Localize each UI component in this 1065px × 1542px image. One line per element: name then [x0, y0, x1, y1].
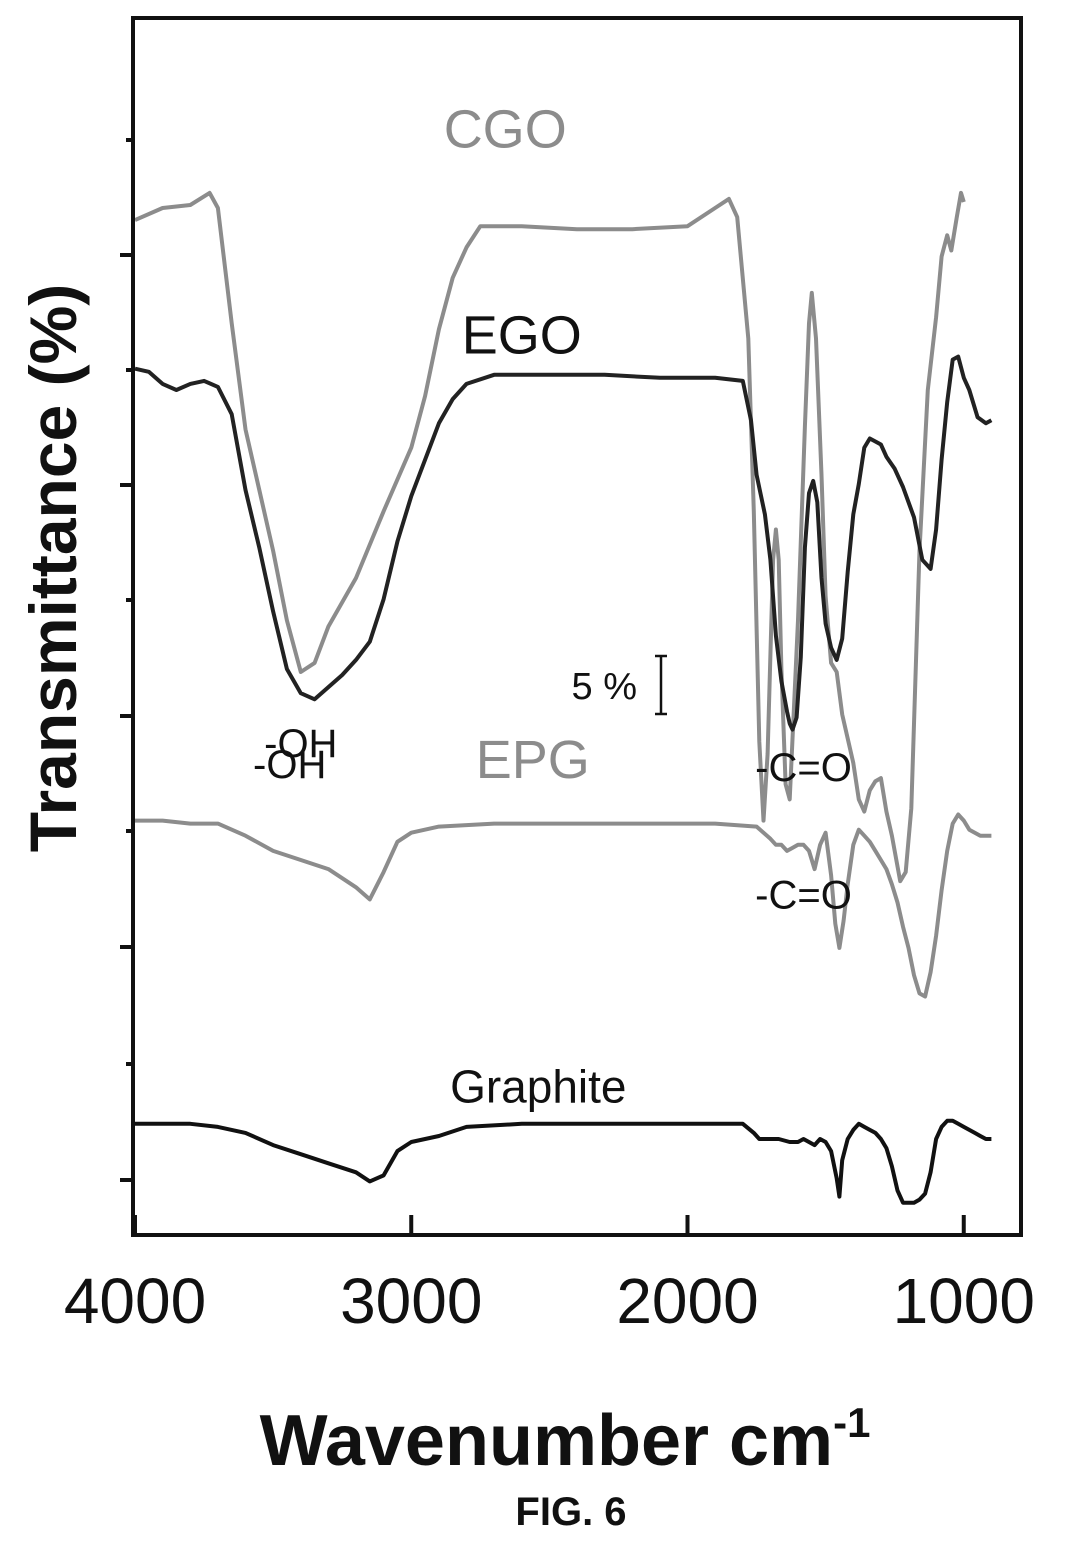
series-line-cgo	[134, 190, 966, 884]
annotation-0: CGO	[444, 99, 567, 159]
x-axis-label-superscript: -1	[833, 1399, 870, 1446]
y-axis-ticks	[120, 138, 135, 1182]
annotation-1: -OH	[264, 722, 337, 766]
annotation-4: -OH	[253, 743, 326, 787]
series-line-graphite	[135, 1118, 992, 1205]
series-line-ego	[134, 354, 993, 732]
annotation-6: EPG	[476, 730, 590, 790]
scale-bar: 5 %	[572, 654, 667, 716]
annotation-2: -C=O	[755, 874, 852, 918]
plot-frame	[131, 16, 1023, 1237]
x-tick-label-2000: 2000	[616, 1265, 758, 1337]
figure-label: FIG. 6	[515, 1490, 626, 1534]
x-tick-label-3000: 3000	[340, 1265, 482, 1337]
annotation-5: -C=O	[755, 746, 852, 790]
scale-bar-label: 5 %	[572, 666, 637, 708]
series-layer	[134, 190, 993, 1205]
annotation-7: Graphite	[450, 1061, 626, 1113]
x-tick-label-4000: 4000	[64, 1265, 206, 1337]
x-axis-ticks: 4000 3000 2000 1000	[64, 1215, 1035, 1337]
x-axis-label-main: Wavenumber cm	[260, 1401, 834, 1481]
x-tick-label-1000: 1000	[893, 1265, 1035, 1337]
x-axis-label: Wavenumber cm-1	[260, 1399, 871, 1481]
annotation-3: EGO	[462, 306, 582, 366]
y-axis-label: Transmittance (%)	[16, 284, 90, 852]
annotation-layer: CGO -OH -C=O EGO -OH -C=O EPG Graphite	[253, 99, 852, 1112]
series-line-epg	[135, 812, 992, 999]
